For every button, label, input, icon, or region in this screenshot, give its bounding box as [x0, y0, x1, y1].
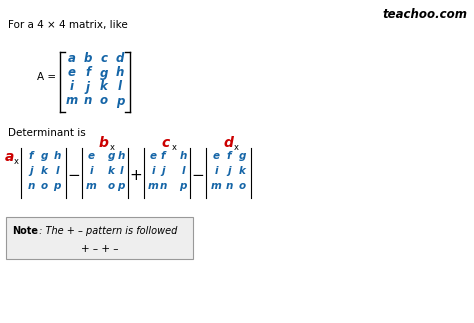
Text: n: n	[225, 181, 233, 191]
Text: A =: A =	[37, 72, 56, 82]
Text: l: l	[181, 166, 185, 176]
Text: e: e	[68, 67, 76, 79]
Text: e: e	[212, 151, 219, 161]
Text: : The + – pattern is followed: : The + – pattern is followed	[36, 226, 177, 236]
Text: b: b	[84, 53, 92, 66]
Text: n: n	[27, 181, 35, 191]
Text: l: l	[118, 80, 122, 93]
Text: p: p	[117, 181, 125, 191]
Text: f: f	[227, 151, 231, 161]
Text: o: o	[100, 95, 108, 108]
Text: m: m	[210, 181, 221, 191]
Text: i: i	[89, 166, 93, 176]
Text: h: h	[116, 67, 124, 79]
Text: c: c	[100, 53, 108, 66]
Text: p: p	[53, 181, 61, 191]
Text: g: g	[40, 151, 48, 161]
Text: m: m	[86, 181, 96, 191]
Text: teachoo.com: teachoo.com	[383, 8, 468, 21]
Text: x: x	[234, 143, 238, 152]
Text: l: l	[119, 166, 123, 176]
Text: g: g	[107, 151, 115, 161]
Text: k: k	[100, 80, 108, 93]
Text: m: m	[66, 95, 78, 108]
FancyBboxPatch shape	[6, 217, 193, 259]
Text: f: f	[85, 67, 91, 79]
Text: −: −	[191, 168, 204, 182]
Text: h: h	[53, 151, 61, 161]
Text: g: g	[238, 151, 246, 161]
Text: o: o	[108, 181, 115, 191]
Text: n: n	[84, 95, 92, 108]
Text: c: c	[162, 136, 170, 150]
Text: For a 4 × 4 matrix, like: For a 4 × 4 matrix, like	[8, 20, 128, 30]
Text: n: n	[159, 181, 167, 191]
Text: i: i	[214, 166, 218, 176]
Text: f: f	[161, 151, 165, 161]
Text: a: a	[5, 150, 14, 164]
Text: k: k	[41, 166, 47, 176]
Text: e: e	[149, 151, 156, 161]
Text: h: h	[179, 151, 187, 161]
Text: f: f	[29, 151, 33, 161]
Text: i: i	[70, 80, 74, 93]
Text: o: o	[40, 181, 47, 191]
Text: j: j	[161, 166, 165, 176]
Text: x: x	[172, 143, 176, 152]
Text: j: j	[227, 166, 231, 176]
Text: j: j	[86, 80, 90, 93]
Text: p: p	[116, 95, 124, 108]
Text: x: x	[109, 143, 115, 152]
Text: m: m	[147, 181, 158, 191]
Text: d: d	[223, 136, 233, 150]
Text: Determinant is: Determinant is	[8, 128, 86, 138]
Text: g: g	[100, 67, 108, 79]
Text: −: −	[68, 168, 81, 182]
Text: o: o	[238, 181, 246, 191]
Text: j: j	[29, 166, 33, 176]
Text: k: k	[108, 166, 114, 176]
Text: d: d	[116, 53, 124, 66]
Text: i: i	[151, 166, 155, 176]
Text: x: x	[14, 157, 19, 166]
Text: +: +	[129, 168, 142, 182]
Text: Note: Note	[12, 226, 38, 236]
Text: b: b	[99, 136, 109, 150]
Text: l: l	[55, 166, 59, 176]
Text: + – + –: + – + –	[81, 244, 118, 254]
Text: a: a	[68, 53, 76, 66]
Text: e: e	[88, 151, 94, 161]
Text: p: p	[179, 181, 187, 191]
Text: k: k	[238, 166, 246, 176]
Text: h: h	[117, 151, 125, 161]
